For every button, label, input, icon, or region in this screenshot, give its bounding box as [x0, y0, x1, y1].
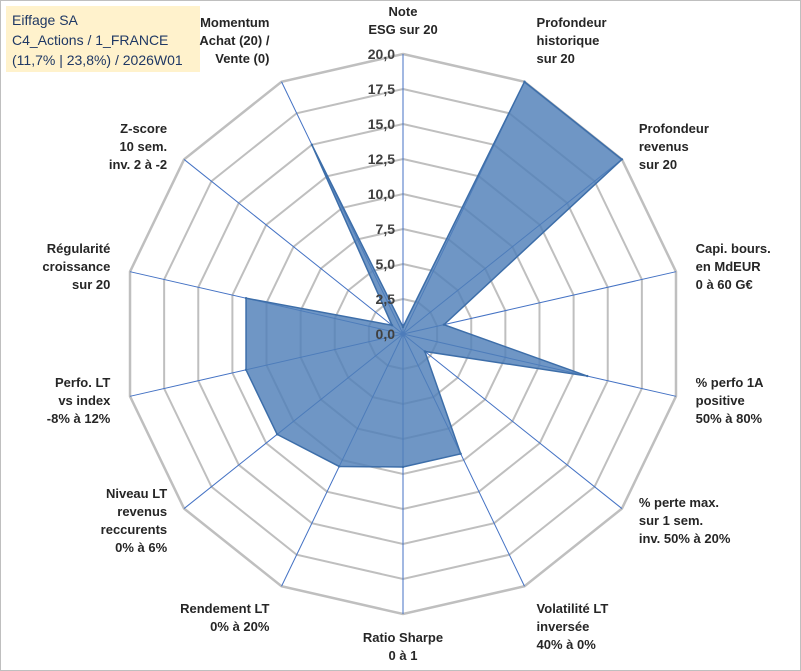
category-label-line: Perfo. LT — [55, 375, 110, 390]
portfolio-label: C4_Actions / 1_FRANCE — [12, 32, 169, 48]
category-label-line: 0% à 20% — [210, 619, 270, 634]
radar-point-13 — [310, 143, 314, 146]
category-label-line: Profondeur — [537, 15, 607, 30]
category-label-4: % perfo 1A positive 50% à 80% — [696, 375, 765, 426]
radar-point-5 — [423, 350, 427, 353]
radar-series-area-0 — [245, 80, 624, 468]
category-label-line: Volatilité LT — [537, 601, 609, 616]
category-label-7: Ratio Sharpe 0 à 1 — [363, 630, 443, 663]
category-label-10: Perfo. LT vs index -8% à 12% — [47, 375, 111, 426]
category-label-line: Vente (0) — [215, 51, 269, 66]
axis-tick-label: 20,0 — [368, 46, 395, 62]
axis-tick-label: 0,0 — [376, 326, 396, 342]
period-label: (11,7% | 23,8%) / 2026W01 — [12, 52, 183, 68]
radar-point-1 — [523, 80, 526, 83]
category-label-line: 10 sem. — [119, 139, 167, 154]
category-label-line: Rendement LT — [180, 601, 269, 616]
radar-point-9 — [275, 433, 279, 436]
category-label-line: % perte max. — [639, 495, 719, 510]
category-label-line: inv. 50% à 20% — [639, 531, 731, 546]
category-label-line: 40% à 0% — [537, 637, 597, 652]
category-label-line: positive — [696, 393, 745, 408]
radar-point-7 — [401, 465, 405, 469]
radar-point-4 — [586, 374, 589, 378]
category-label-line: Achat (20) / — [199, 33, 269, 48]
category-label-line: inv. 2 à -2 — [109, 157, 167, 172]
radar-point-10 — [244, 368, 248, 372]
category-label-12: Z-score 10 sem. inv. 2 à -2 — [109, 121, 167, 172]
category-label-line: % perfo 1A — [696, 375, 765, 390]
category-label-line: en MdEUR — [696, 259, 762, 274]
radar-spoke-12 — [183, 159, 404, 335]
category-label-line: Niveau LT — [106, 486, 167, 501]
category-label-6: Volatilité LT inversée 40% à 0% — [537, 601, 609, 652]
category-label-8: Rendement LT 0% à 20% — [180, 601, 270, 634]
category-label-line: historique — [537, 33, 600, 48]
category-label-line: Profondeur — [639, 121, 709, 136]
category-label-line: 0 à 1 — [389, 648, 418, 663]
category-label-line: 0% à 6% — [115, 540, 167, 555]
chart-title-box: Eiffage SA C4_Actions / 1_FRANCE (11,7% … — [6, 6, 200, 72]
category-label-line: Ratio Sharpe — [363, 630, 443, 645]
category-label-line: revenus — [639, 139, 689, 154]
category-label-line: sur 20 — [72, 277, 110, 292]
category-label-9: Niveau LT revenus reccurents 0% à 6% — [101, 486, 168, 555]
category-label-line: -8% à 12% — [47, 411, 111, 426]
category-label-line: Momentum — [200, 15, 269, 30]
category-label-line: reccurents — [101, 522, 167, 537]
category-label-5: % perte max. sur 1 sem. inv. 50% à 20% — [639, 495, 731, 546]
category-label-line: Z-score — [120, 121, 167, 136]
radar-spoke-3 — [402, 271, 677, 335]
category-label-line: 50% à 80% — [696, 411, 763, 426]
category-label-line: revenus — [117, 504, 167, 519]
axis-tick-label: 12,5 — [368, 151, 395, 167]
category-label-0: Note ESG sur 20 — [368, 4, 437, 37]
radar-point-11 — [244, 296, 248, 300]
radar-spoke-5 — [402, 333, 623, 509]
axis-tick-label: 10,0 — [368, 186, 395, 202]
category-label-line: inversée — [537, 619, 590, 634]
category-label-line: sur 20 — [639, 157, 677, 172]
axis-tick-label: 7,5 — [376, 221, 396, 237]
radar-point-0 — [401, 325, 405, 329]
category-label-2: Profondeur revenus sur 20 — [639, 121, 709, 172]
category-label-line: croissance — [42, 259, 110, 274]
radar-point-8 — [338, 465, 341, 468]
company-name: Eiffage SA — [12, 12, 78, 28]
axis-tick-label: 15,0 — [368, 116, 395, 132]
category-label-line: vs index — [58, 393, 111, 408]
radar-point-12 — [390, 324, 394, 327]
radar-point-6 — [459, 452, 462, 456]
axis-tick-label: 17,5 — [368, 81, 395, 97]
category-label-1: Profondeur historique sur 20 — [537, 15, 607, 66]
category-label-line: sur 20 — [537, 51, 575, 66]
category-label-11: Régularité croissance sur 20 — [42, 241, 110, 292]
category-label-line: sur 1 sem. — [639, 513, 703, 528]
category-label-line: Régularité — [47, 241, 111, 256]
category-label-line: Capi. bours. — [696, 241, 771, 256]
category-label-line: Note — [389, 4, 418, 19]
radar-point-3 — [442, 323, 446, 326]
category-label-line: 0 à 60 G€ — [696, 277, 753, 292]
category-label-line: ESG sur 20 — [368, 22, 437, 37]
category-label-3: Capi. bours. en MdEUR 0 à 60 G€ — [696, 241, 771, 292]
category-label-13: Momentum Achat (20) / Vente (0) — [199, 15, 269, 66]
axis-tick-label: 2,5 — [376, 291, 396, 307]
radar-point-2 — [620, 158, 624, 161]
axis-tick-label: 5,0 — [376, 256, 396, 272]
